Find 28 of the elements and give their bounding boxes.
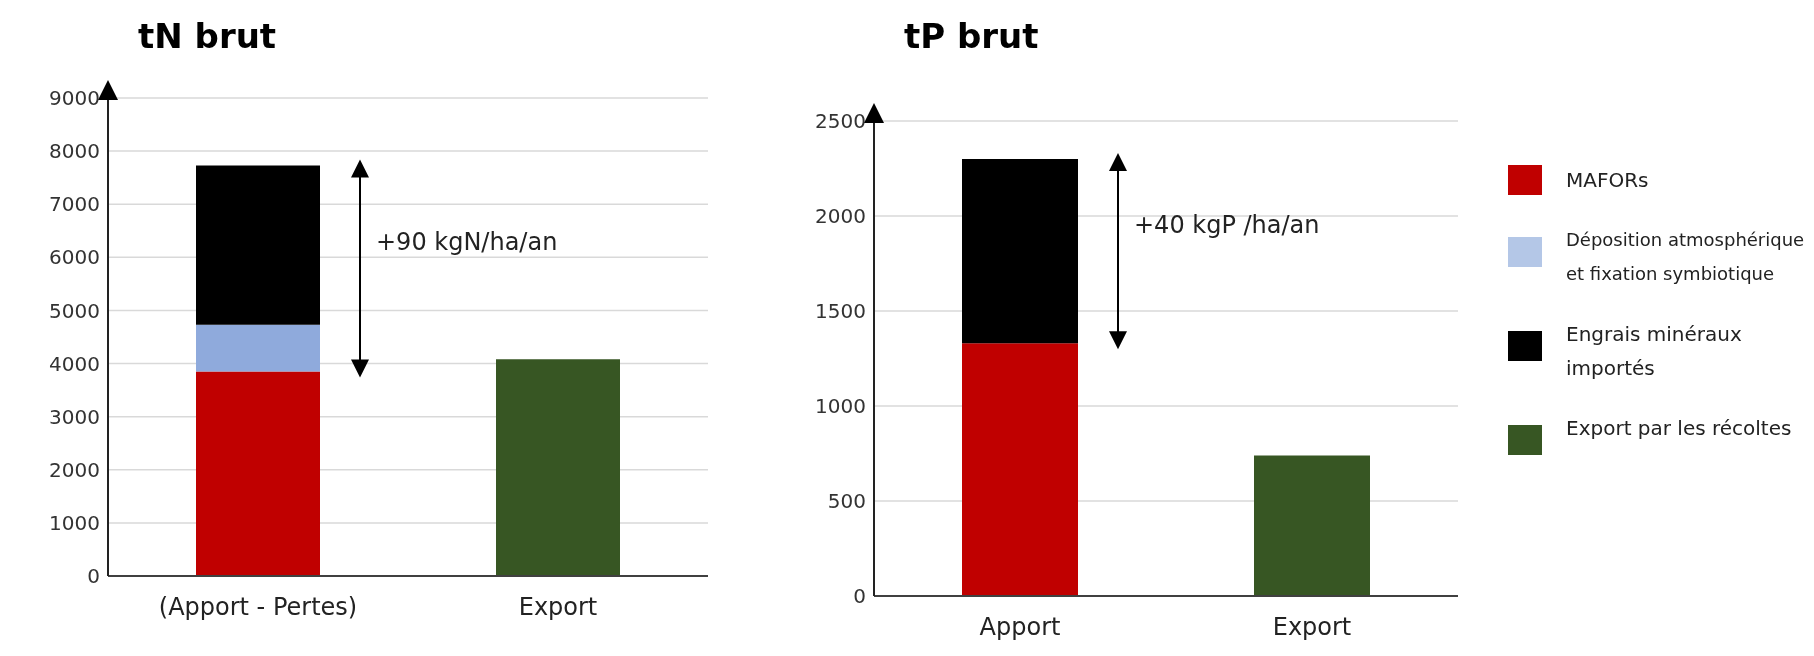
chart-title: tP brut (904, 16, 1039, 56)
annotation: +90 kgN/ha/an (376, 228, 558, 257)
legend-label: Engrais minéraux importés (1566, 321, 1743, 382)
y-tick-label: 7000 (49, 192, 100, 217)
legend-label: Export par les récoltes (1566, 415, 1793, 442)
legend-label: MAFORs (1566, 167, 1650, 194)
y-tick-label: 0 (87, 564, 100, 589)
x-tick-label: Export (1272, 613, 1352, 642)
y-tick-label: 8000 (49, 139, 100, 164)
chart-title: tN brut (138, 16, 277, 56)
x-tick-label: (Apport - Pertes) (158, 593, 358, 622)
x-tick-label: Apport (979, 613, 1061, 642)
y-tick-label: 2000 (49, 457, 100, 482)
y-tick-label: 1500 (815, 299, 866, 324)
y-tick-label: 5000 (49, 298, 100, 323)
y-tick-label: 500 (827, 489, 866, 514)
x-tick-label: Export (518, 593, 598, 622)
y-tick-label: 2500 (815, 109, 866, 134)
y-tick-label: 4000 (49, 351, 100, 376)
legend-label: Déposition atmosphérique et fixation symbiotique (1566, 228, 1806, 286)
y-tick-label: 2000 (815, 204, 866, 229)
y-tick-label: 1000 (815, 394, 866, 419)
y-tick-label: 1000 (49, 510, 100, 535)
y-tick-label: 0 (853, 584, 866, 609)
y-tick-label: 3000 (49, 404, 100, 429)
y-tick-label: 6000 (49, 245, 100, 270)
annotation: +40 kgP /ha/an (1134, 211, 1320, 240)
y-tick-label: 9000 (49, 86, 100, 111)
